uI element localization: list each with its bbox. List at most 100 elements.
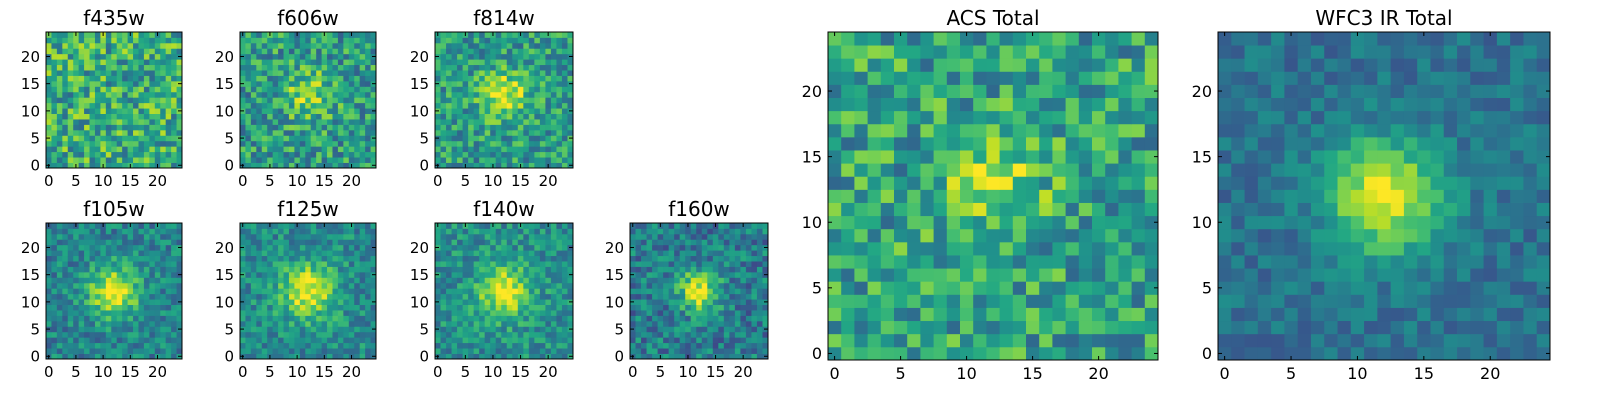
heatmap-cell xyxy=(685,271,692,278)
heatmap-cell xyxy=(854,150,868,164)
heatmap-cell xyxy=(305,53,312,60)
heatmap-cell xyxy=(501,277,508,284)
heatmap-cell xyxy=(468,250,475,257)
heatmap-cell xyxy=(1012,228,1027,243)
heatmap-cell xyxy=(718,255,725,262)
heatmap-cell xyxy=(84,337,90,344)
heatmap-cell xyxy=(1078,307,1093,322)
heatmap-cell xyxy=(299,277,306,284)
heatmap-cell xyxy=(171,326,177,333)
heatmap-cell xyxy=(56,48,63,55)
heatmap-cell xyxy=(534,228,541,235)
heatmap-cell xyxy=(122,331,128,338)
heatmap-cell xyxy=(723,288,730,295)
heatmap-cell xyxy=(473,91,480,98)
heatmap-cell xyxy=(663,223,670,229)
heatmap-cell xyxy=(556,48,563,55)
heatmap-cell xyxy=(160,348,167,354)
heatmap-cell xyxy=(880,346,895,361)
heatmap-cell xyxy=(495,42,502,49)
heatmap-cell xyxy=(1039,307,1053,322)
heatmap-cell xyxy=(762,331,769,338)
heatmap-cell xyxy=(84,162,90,169)
heatmap-cell xyxy=(272,59,279,66)
heatmap-cell xyxy=(1012,268,1027,282)
heatmap-cell xyxy=(267,102,274,109)
heatmap-cell xyxy=(435,59,441,66)
heatmap-cell xyxy=(332,42,339,49)
heatmap-cell xyxy=(100,228,107,235)
heatmap-cell xyxy=(933,281,948,295)
heatmap-cell xyxy=(674,250,681,257)
heatmap-cell xyxy=(171,135,177,142)
heatmap-cell xyxy=(122,37,128,44)
heatmap-cell xyxy=(635,223,642,229)
heatmap-cell xyxy=(567,266,574,273)
heatmap-cell xyxy=(534,277,541,284)
heatmap-cell xyxy=(370,48,377,55)
heatmap-cell xyxy=(122,239,128,246)
heatmap-cell xyxy=(690,223,697,229)
heatmap-cell xyxy=(272,135,279,142)
heatmap-cell xyxy=(348,282,355,289)
heatmap-cell xyxy=(154,48,161,55)
heatmap-cell xyxy=(160,80,167,87)
heatmap-cell xyxy=(690,266,697,273)
heatmap-cell xyxy=(46,75,52,82)
heatmap-cell xyxy=(1144,307,1159,322)
heatmap-cell xyxy=(348,59,355,66)
heatmap-cell xyxy=(105,97,112,104)
heatmap-cell xyxy=(56,146,63,153)
heatmap-cell xyxy=(506,157,513,163)
heatmap-cell xyxy=(256,250,263,257)
heatmap-cell xyxy=(165,310,172,316)
heatmap-cell xyxy=(327,239,333,246)
heatmap-cell xyxy=(354,151,361,158)
heatmap-cell xyxy=(740,244,747,251)
heatmap-cell xyxy=(473,59,480,66)
heatmap-cell xyxy=(663,277,670,284)
heatmap-cell xyxy=(674,315,681,322)
heatmap-cell xyxy=(539,53,546,60)
heatmap-cell xyxy=(154,277,161,284)
heatmap-cell xyxy=(138,59,145,66)
heatmap-cell xyxy=(561,140,568,147)
heatmap-cell xyxy=(332,80,339,87)
heatmap-cell xyxy=(100,299,107,305)
heatmap-cell xyxy=(756,223,763,229)
heatmap-cell xyxy=(278,315,284,322)
heatmap-cell xyxy=(517,266,524,273)
heatmap-cell xyxy=(250,146,257,153)
heatmap-cell xyxy=(51,70,58,76)
heatmap-cell xyxy=(154,140,161,147)
heatmap-cell xyxy=(468,288,475,295)
heatmap-cell xyxy=(501,151,508,158)
heatmap-cell xyxy=(473,32,480,38)
heatmap-cell xyxy=(451,80,458,87)
heatmap-cell xyxy=(46,91,52,98)
heatmap-cell xyxy=(756,271,763,278)
heatmap-cell xyxy=(370,233,377,240)
heatmap-cell xyxy=(446,326,452,333)
heatmap-cell xyxy=(734,304,741,311)
heatmap-cell xyxy=(272,255,279,262)
heatmap-cell xyxy=(1026,281,1040,295)
heatmap-cell xyxy=(479,223,486,229)
heatmap-cell xyxy=(440,91,447,98)
heatmap-cell xyxy=(657,277,664,284)
heatmap-cell xyxy=(501,233,508,240)
heatmap-cell xyxy=(89,293,96,300)
heatmap-cell xyxy=(327,337,333,344)
heatmap-cell xyxy=(261,124,268,131)
heatmap-cell xyxy=(867,189,882,203)
heatmap-cell xyxy=(946,215,961,230)
heatmap-cell xyxy=(105,299,112,305)
heatmap-cell xyxy=(501,162,508,169)
heatmap-cell xyxy=(880,150,895,164)
heatmap-cell xyxy=(641,255,647,262)
heatmap-cell xyxy=(1026,150,1040,164)
heatmap-cell xyxy=(506,124,513,131)
heatmap-cell xyxy=(907,163,921,177)
heatmap-cell xyxy=(299,151,306,158)
heatmap-cell xyxy=(343,228,350,235)
